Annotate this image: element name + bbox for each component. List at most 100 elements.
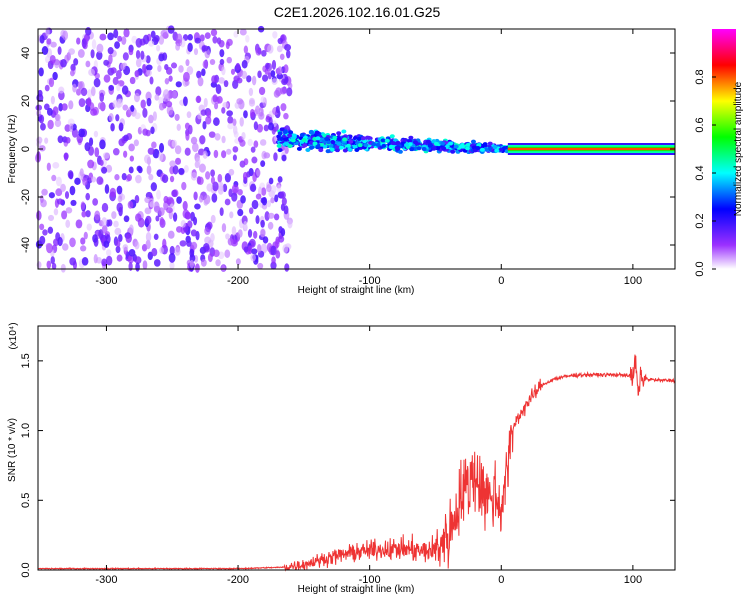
spectrogram-cell	[171, 90, 178, 99]
spectrogram-cell	[63, 152, 69, 162]
spectrogram-cell	[168, 252, 176, 263]
spectrogram-cell	[134, 241, 140, 250]
spectrogram-cell	[92, 198, 99, 206]
spectrogram-cell	[271, 256, 276, 264]
spectrogram-cell	[336, 136, 342, 141]
spectrogram-cell	[435, 146, 441, 151]
spectrogram-cell	[161, 174, 169, 184]
spectrogram-cell	[206, 111, 212, 119]
spectrogram-cell	[215, 84, 222, 95]
spectrogram-cell	[254, 105, 261, 115]
spectrogram-cell	[135, 213, 142, 222]
spectrogram-cell	[80, 87, 88, 97]
spectrogram-cell	[203, 243, 210, 252]
spectrogram-cell	[277, 131, 283, 136]
spectrogram-cell	[459, 144, 465, 149]
snr-y-scale-label: (x10⁴)	[8, 322, 19, 349]
spectrogram-cell	[308, 140, 314, 145]
spectrogram-cell	[247, 138, 253, 147]
spectrogram-cell	[237, 229, 243, 238]
spectrogram-cell	[115, 69, 122, 80]
spectrogram-cell	[70, 63, 76, 72]
spectrogram-cell	[211, 75, 218, 84]
spectrogram-cell	[46, 260, 52, 269]
spectrogram-cell	[122, 244, 129, 251]
spectrogram-cell	[243, 220, 248, 230]
spectrogram-cell	[200, 259, 207, 267]
spectrogram-cell	[213, 117, 220, 126]
spectrogram-cell	[253, 140, 259, 148]
spectrogram-cell	[194, 37, 201, 44]
spectrogram-cell	[266, 184, 272, 193]
spectrogram-cell	[167, 230, 175, 239]
spectrogram-cell	[152, 111, 157, 121]
spectrogram-cell	[179, 240, 187, 247]
spectrogram-cell	[214, 102, 219, 110]
spectrogram-cell	[404, 143, 410, 148]
spectrogram-cell	[46, 107, 53, 116]
spectrogram-cell	[241, 60, 248, 69]
spectrogram-cell	[55, 113, 61, 122]
spectrogram-cell	[189, 253, 196, 263]
spectrogram-cell	[339, 145, 345, 150]
spectrogram-cell	[222, 102, 229, 109]
spectrogram-cell	[221, 135, 226, 144]
spectrogram-cell	[184, 147, 191, 156]
spectrogram-cell	[113, 29, 119, 39]
spectrogram-cell	[39, 235, 46, 245]
spectrogram-cell	[366, 135, 372, 140]
spectrogram-cell	[243, 45, 249, 54]
spectrogram-cell	[187, 42, 193, 52]
spectrogram-cell	[53, 208, 59, 216]
spectrogram-cell	[65, 219, 71, 228]
spectrogram-cell	[99, 92, 105, 102]
snr-series-line	[37, 354, 676, 572]
spectrogram-cell	[257, 243, 262, 253]
spectrogram-cell	[283, 112, 289, 120]
spectrogram-cell	[178, 167, 185, 175]
spectrogram-cell	[128, 143, 135, 152]
spectrogram-cell	[120, 62, 126, 71]
spectrogram-cell	[106, 249, 112, 257]
spectrogram-cell	[413, 140, 419, 145]
spectrogram-cell	[193, 48, 199, 56]
spectrogram-cell	[232, 154, 237, 161]
spectrogram-y-axis-label: Frequency (Hz)	[7, 115, 18, 184]
spectrogram-cell	[262, 236, 269, 244]
spectrogram-cell	[270, 70, 276, 78]
spectrogram-cell	[276, 73, 284, 80]
spectrogram-cell	[118, 138, 125, 147]
spectrogram-cell	[260, 96, 266, 104]
spectrogram-cell	[56, 198, 64, 205]
spectrogram-cell	[185, 59, 190, 67]
snr-x-ticks: -300 -200 -100 0 100	[95, 326, 642, 586]
spectrogram-cell	[180, 219, 186, 228]
spectrogram-cell	[142, 128, 149, 136]
colorbar-ticks: 0.0 0.2 0.4 0.6 0.8	[694, 69, 716, 277]
spectrogram-cell	[67, 170, 74, 179]
spectrogram-cell	[62, 30, 69, 41]
spectrogram-cell	[47, 119, 54, 130]
spectrogram-cell	[287, 144, 293, 149]
spectrogram-cell	[121, 85, 129, 95]
colorbar-tick-label: 0.6	[694, 117, 706, 132]
spectrogram-cell	[221, 107, 226, 114]
spectrogram-cell	[319, 142, 325, 147]
spectrogram-cell	[284, 146, 289, 154]
spectrogram-cell	[121, 172, 127, 181]
spectrogram-cell	[453, 144, 459, 149]
spectrogram-cell	[253, 121, 258, 131]
spectrogram-cell	[213, 149, 219, 159]
spectrogram-cell	[103, 74, 111, 83]
spectrogram-cell	[107, 46, 114, 55]
spectrogram-cell	[52, 162, 60, 169]
spectrogram-cell	[219, 207, 224, 217]
spectrogram-cell	[61, 210, 68, 220]
spectrogram-cell	[440, 141, 446, 146]
spectrogram-cell	[67, 118, 75, 127]
spectrogram-cell	[207, 253, 213, 263]
spectrogram-cell	[253, 230, 258, 239]
spectrogram-cell	[230, 68, 236, 75]
spectrogram-cell	[45, 27, 50, 37]
spectrogram-cell	[39, 145, 46, 152]
